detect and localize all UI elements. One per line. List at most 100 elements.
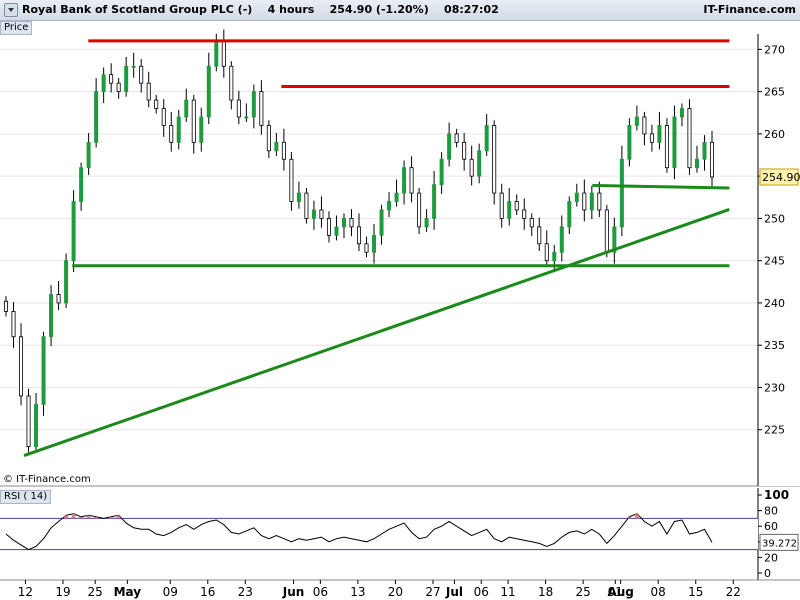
x-tick-label: 12: [18, 585, 33, 599]
x-tick-label: 23: [238, 585, 253, 599]
instrument-name: Royal Bank of Scotland Group PLC (-): [22, 3, 253, 16]
candle-body: [251, 91, 256, 118]
rsi-tick-label: 20: [764, 551, 778, 564]
candle-body: [131, 65, 136, 68]
candle-body: [199, 116, 204, 143]
candle-body: [634, 116, 639, 126]
candle-body: [582, 192, 587, 211]
candle-body: [604, 209, 609, 253]
rsi-tick-label: 0: [764, 567, 771, 580]
x-tick-label: 08: [651, 585, 666, 599]
price-annotation-lines: [23, 39, 730, 458]
chart-title: Royal Bank of Scotland Group PLC (-) 4 h…: [22, 3, 499, 16]
candle-body: [627, 125, 632, 160]
dropdown-menu-icon[interactable]: [4, 3, 18, 17]
candle-body: [341, 218, 346, 228]
candle-body: [439, 158, 444, 186]
x-tick-label: 19: [55, 585, 70, 599]
price-tick-label: 260: [764, 128, 785, 141]
watermark-text: © IT-Finance.com: [3, 474, 91, 485]
x-tick-label: 11: [500, 585, 515, 599]
candle-body: [544, 243, 549, 262]
date-axis: 12 19 25 May 09 16 23 Jun 06 13 20 27 Jul 06 11 18 25 01A…: [0, 579, 800, 599]
candle-body: [484, 125, 489, 152]
x-tick-label: 15: [688, 585, 703, 599]
candle-body: [687, 108, 692, 169]
candle-body: [619, 158, 624, 228]
candle-body: [26, 395, 31, 448]
candle-body: [184, 99, 189, 118]
x-tick-label: Aug: [607, 585, 633, 599]
candle-body: [492, 125, 497, 194]
x-tick-label: 01: [608, 585, 623, 599]
candle-body: [146, 82, 151, 101]
last-price-box: [759, 168, 799, 186]
candle-body: [417, 192, 422, 228]
candle-body: [702, 141, 707, 160]
candle-body: [356, 226, 361, 245]
price-tick-label: 270: [764, 43, 785, 56]
candle-body: [447, 133, 452, 160]
x-tick-label: 18: [538, 585, 553, 599]
candle-body: [229, 65, 234, 101]
x-tick-label: 20: [388, 585, 403, 599]
price-tick-label: 250: [764, 212, 785, 225]
candle-body: [529, 218, 534, 228]
candle-body: [477, 150, 482, 177]
candle-body: [274, 141, 279, 152]
x-tick-label: 09: [163, 585, 178, 599]
candle-body: [221, 40, 226, 67]
candle-body: [139, 65, 144, 84]
candle-body: [176, 116, 181, 143]
candle-body: [537, 226, 542, 245]
price-tick-label: 245: [764, 255, 785, 268]
quote-value: 254.90 (-1.20%): [329, 3, 429, 16]
candle-body: [454, 133, 459, 143]
candle-body: [19, 336, 24, 397]
price-axis-bg: [758, 20, 800, 486]
brand-name: IT-Finance.com: [703, 3, 796, 16]
candle-body: [387, 201, 392, 211]
candle-body: [379, 209, 384, 236]
candle-body: [116, 82, 121, 93]
candle-body: [319, 209, 324, 219]
chart-header: Royal Bank of Scotland Group PLC (-) 4 h…: [0, 0, 800, 21]
candle-body: [154, 99, 159, 109]
candle-body: [552, 251, 557, 262]
candle-body: [49, 294, 54, 338]
x-tick-label: 16: [200, 585, 215, 599]
candle-body: [311, 209, 316, 219]
x-tick-label: 13: [350, 585, 365, 599]
candle-body: [364, 243, 369, 253]
candle-body: [86, 141, 91, 169]
candle-body: [672, 116, 677, 169]
x-tick-label: May: [114, 585, 142, 599]
candle-body: [236, 99, 241, 118]
x-tick-label: 06: [474, 585, 489, 599]
candle-body: [266, 125, 271, 152]
candle-body: [469, 158, 474, 177]
candle-body: [432, 184, 437, 219]
support-line: [592, 183, 730, 190]
x-tick-label: Jul: [445, 585, 463, 599]
x-tick-label: 22: [726, 585, 741, 599]
candle-body: [372, 234, 377, 253]
candle-body: [296, 192, 301, 202]
candle-body: [499, 192, 504, 219]
price-tick-label: 240: [764, 297, 785, 310]
candle-body: [424, 218, 429, 228]
candle-body: [574, 192, 579, 202]
rsi-last-label: 39.272: [762, 538, 797, 549]
rsi-line: [5, 513, 713, 551]
candle-body: [259, 91, 264, 126]
x-tick-label: 06: [313, 585, 328, 599]
candle-body: [334, 226, 339, 236]
rsi-tick-label: 100: [764, 488, 789, 502]
candle-body: [649, 133, 654, 143]
last-price-label: 254.90: [762, 171, 800, 184]
rsi-last-box: [759, 533, 799, 551]
candle-body: [79, 167, 84, 202]
price-grid: [0, 48, 800, 487]
candle-body: [281, 141, 286, 160]
price-candles: [4, 29, 715, 454]
